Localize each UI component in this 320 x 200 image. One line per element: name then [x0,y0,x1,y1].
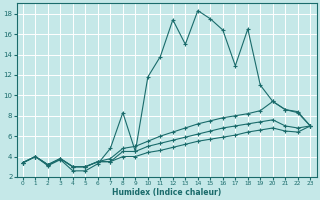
X-axis label: Humidex (Indice chaleur): Humidex (Indice chaleur) [112,188,221,197]
